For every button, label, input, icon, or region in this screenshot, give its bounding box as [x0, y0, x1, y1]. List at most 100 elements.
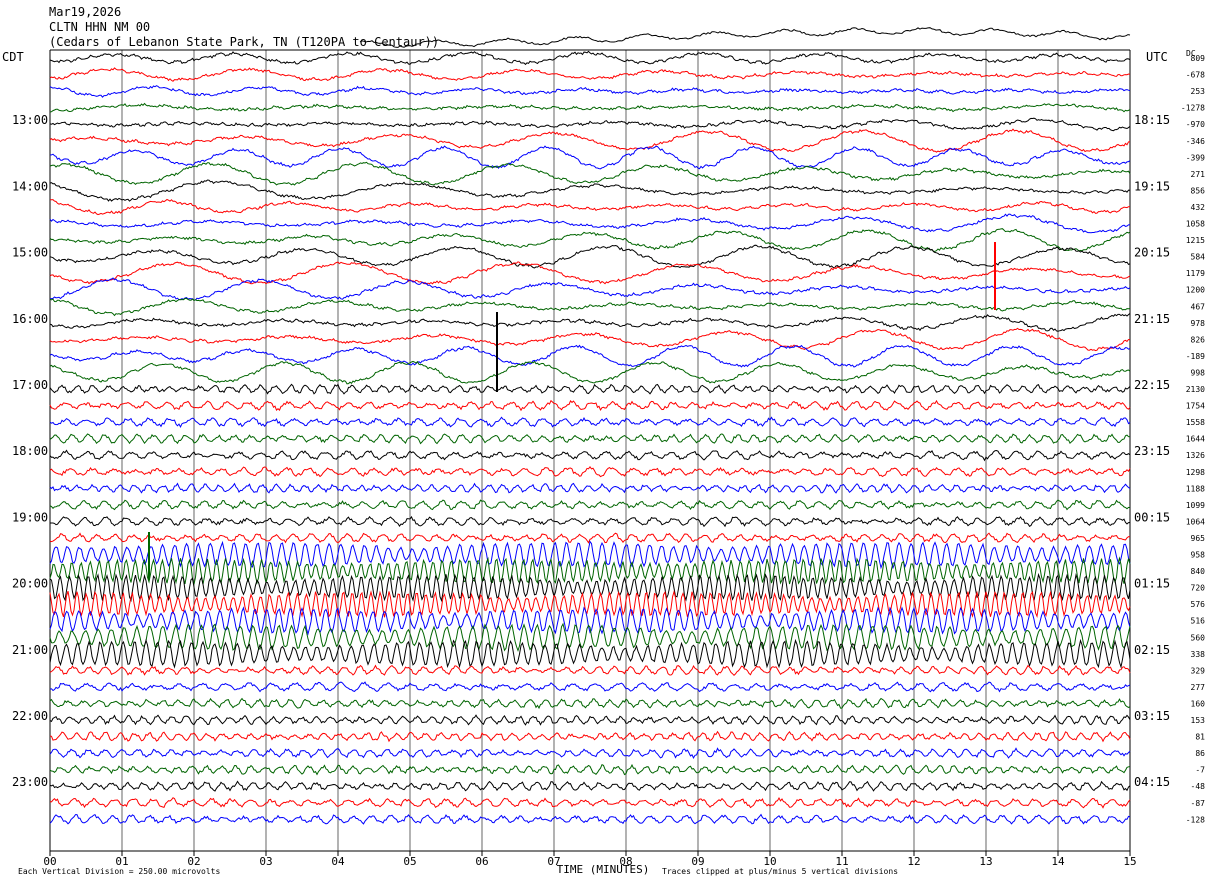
left-hour-label: 16:00	[12, 312, 48, 326]
seismic-trace	[49, 161, 1131, 186]
dc-offset-label: 153	[1191, 716, 1206, 725]
dc-offset-label: 840	[1191, 567, 1206, 576]
left-timezone-label: CDT	[2, 50, 24, 64]
header-trace	[359, 27, 1131, 48]
seismic-trace	[49, 297, 1131, 317]
seismic-trace	[49, 85, 1131, 98]
seismic-trace	[49, 50, 1131, 66]
dc-offset-label: 86	[1195, 749, 1205, 758]
dc-offset-label: -7	[1195, 766, 1205, 775]
left-hour-label: 15:00	[12, 246, 48, 260]
seismic-trace	[49, 261, 1131, 285]
dc-offset-label: -128	[1186, 815, 1205, 824]
x-tick-label: 13	[979, 855, 992, 868]
right-timezone-label: UTC	[1146, 50, 1168, 64]
seismic-trace	[49, 714, 1131, 726]
seismic-trace	[49, 433, 1131, 445]
dc-offset-label: 160	[1191, 699, 1206, 708]
seismic-trace	[50, 515, 1131, 528]
left-hour-label: 18:00	[12, 444, 48, 458]
right-hour-label: 04:15	[1134, 775, 1170, 789]
seismic-trace	[49, 572, 1131, 603]
dc-offset-label: -1278	[1181, 104, 1205, 113]
left-hour-label: 17:00	[12, 378, 48, 392]
x-tick-label: 08	[619, 855, 632, 868]
dc-offset-label: 2130	[1186, 385, 1205, 394]
seismic-trace	[49, 499, 1131, 511]
dc-offset-label: 826	[1191, 335, 1206, 344]
dc-offset-label: 1064	[1186, 517, 1205, 526]
right-hour-label: 18:15	[1134, 113, 1170, 127]
seismic-trace	[49, 796, 1131, 809]
right-hour-label: 00:15	[1134, 510, 1170, 524]
seismic-trace	[49, 102, 1131, 113]
dc-offset-label: 720	[1191, 584, 1206, 593]
left-hour-label: 13:00	[12, 113, 48, 127]
x-tick-label: 04	[331, 855, 345, 868]
left-hour-label: 21:00	[12, 643, 48, 657]
dc-offset-label: 1215	[1186, 236, 1205, 245]
dc-offset-label: 1644	[1186, 435, 1205, 444]
x-tick-label: 06	[475, 855, 488, 868]
axis-labels: 00 01 02 03 04 05 06 07 08 09 10 11 12 13 14 15 CDT UTC DC…	[2, 49, 1205, 876]
seismic-trace	[49, 681, 1131, 693]
x-tick-label: 15	[1123, 855, 1136, 868]
dc-offset-label: 1058	[1186, 220, 1205, 229]
x-tick-label: 02	[187, 855, 200, 868]
left-hour-label: 23:00	[12, 775, 48, 789]
x-tick-label: 01	[115, 855, 128, 868]
dc-offset-label: 516	[1191, 617, 1206, 626]
seismic-trace	[49, 622, 1131, 653]
seismic-trace	[49, 590, 1131, 618]
seismic-trace	[49, 313, 1131, 332]
left-hour-label: 20:00	[12, 577, 48, 591]
dc-offset-label: 1298	[1186, 468, 1205, 477]
right-hour-label: 19:15	[1134, 179, 1170, 193]
seismic-trace	[49, 730, 1131, 743]
footer-clip-note: Traces clipped at plus/minus 5 vertical …	[662, 867, 898, 876]
x-tick-label: 09	[691, 855, 704, 868]
seismic-trace	[49, 67, 1131, 82]
x-tick-label: 14	[1051, 855, 1065, 868]
dc-offset-label: 965	[1191, 534, 1206, 543]
dc-offset-label: 81	[1195, 733, 1205, 742]
footer-division-note: Each Vertical Division = 250.00 microvol…	[18, 867, 220, 876]
location-label: (Cedars of Lebanon State Park, TN (T120P…	[49, 35, 440, 49]
seismic-trace	[49, 482, 1131, 494]
x-tick-label: 00	[43, 855, 56, 868]
left-hour-label: 22:00	[12, 709, 48, 723]
dc-offset-label: 1326	[1186, 451, 1205, 460]
dc-offset-label: 576	[1191, 600, 1206, 609]
seismic-traces	[49, 27, 1131, 825]
seismic-trace	[49, 198, 1131, 216]
x-tick-label: 05	[403, 855, 416, 868]
seismic-trace	[49, 465, 1131, 478]
x-tick-label: 07	[547, 855, 560, 868]
x-tick-label: 10	[763, 855, 776, 868]
seismic-trace	[49, 605, 1131, 636]
seismic-trace	[49, 638, 1131, 669]
dc-offset-label: 584	[1191, 253, 1206, 262]
dc-offset-label: 958	[1191, 551, 1206, 560]
dc-offset-label: -48	[1191, 782, 1206, 791]
right-hour-label: 21:15	[1134, 312, 1170, 326]
seismic-trace	[49, 813, 1131, 825]
seismic-trace	[49, 763, 1131, 776]
seismic-trace	[49, 540, 1131, 570]
seismic-trace	[49, 664, 1131, 677]
x-tick-label: 12	[907, 855, 920, 868]
dc-offset-label: 1558	[1186, 418, 1205, 427]
dc-offset-label: 329	[1191, 666, 1206, 675]
right-hour-label: 03:15	[1134, 709, 1170, 723]
dc-offset-label: 856	[1191, 186, 1206, 195]
x-tick-label: 11	[835, 855, 848, 868]
dc-header-label: DC	[1186, 49, 1196, 58]
seismic-trace	[49, 532, 1131, 544]
dc-offset-label: 432	[1191, 203, 1206, 212]
dc-offset-label: -399	[1186, 153, 1205, 162]
dc-offset-label: -346	[1186, 137, 1205, 146]
seismic-trace	[49, 697, 1131, 710]
seismic-trace	[49, 747, 1131, 759]
seismic-trace	[49, 344, 1131, 368]
